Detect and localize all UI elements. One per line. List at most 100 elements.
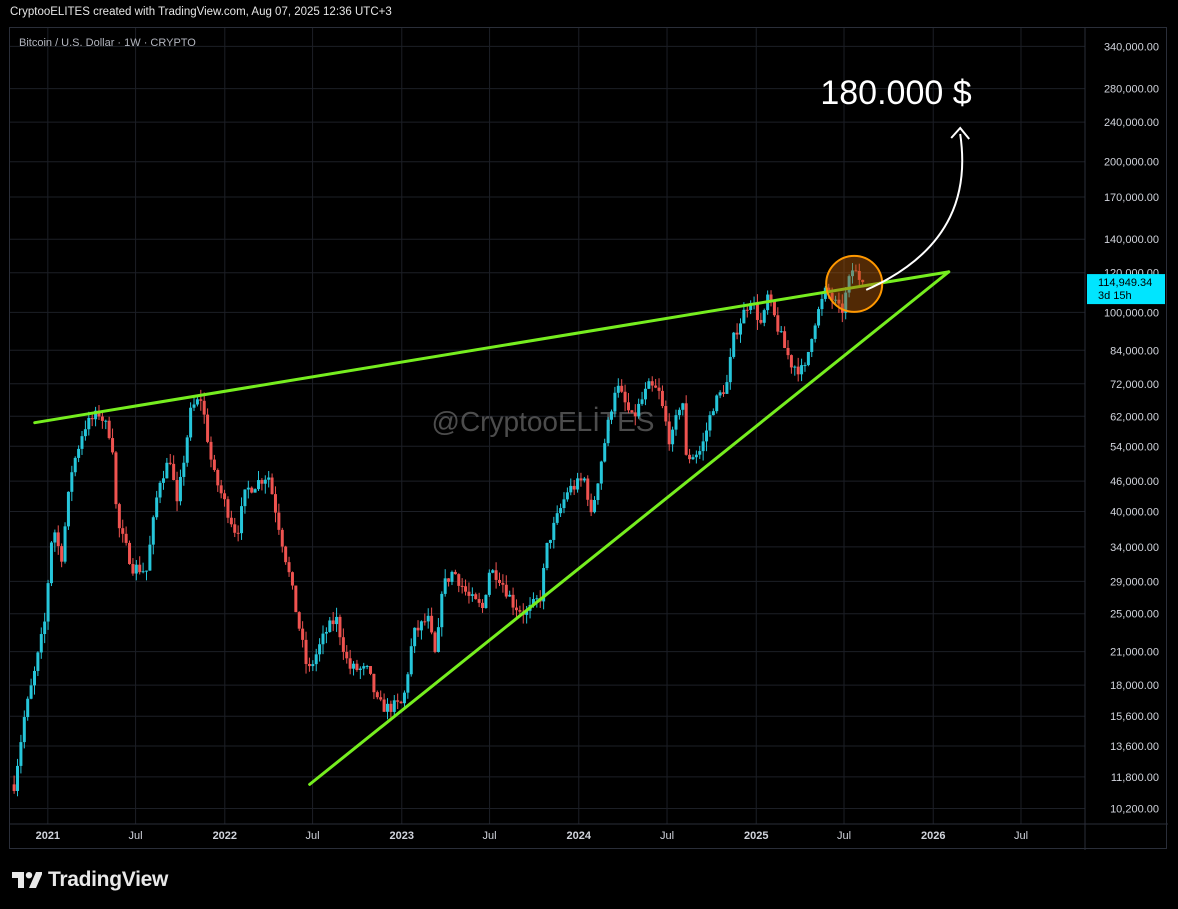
candle-body: [260, 480, 264, 484]
candle-body: [19, 742, 23, 766]
price-axis: 340,000.00 280,000.00 240,000.00 200,000.00…: [1104, 41, 1159, 815]
candle-body: [735, 332, 739, 335]
candle-body: [783, 331, 787, 348]
candle-body: [647, 381, 651, 389]
candle-body: [199, 399, 203, 401]
candle-body: [331, 620, 335, 625]
candle-body: [531, 598, 535, 605]
candle-body: [39, 634, 43, 653]
y-tick-label: 280,000.00: [1104, 84, 1159, 96]
candle-body: [246, 487, 250, 490]
candle-body: [402, 692, 406, 704]
trendline-resistance[interactable]: [33, 270, 951, 425]
candlestick-series: [12, 263, 865, 797]
candle-body: [772, 300, 776, 316]
candle-body: [582, 478, 586, 481]
candle-body: [596, 483, 600, 501]
candle-body: [124, 533, 128, 543]
x-tick-label: Jul: [306, 830, 320, 842]
candle-body: [161, 478, 165, 483]
candle-body: [345, 651, 349, 659]
candle-body: [626, 402, 630, 411]
candle-body: [440, 593, 444, 628]
chart-panel[interactable]: Bitcoin / U.S. Dollar · 1W · CRYPTO @Cry…: [9, 27, 1168, 850]
candle-body: [182, 462, 186, 477]
candle-body: [379, 697, 383, 700]
candle-body: [16, 765, 20, 791]
candle-body: [229, 517, 233, 525]
candle-body: [352, 663, 356, 669]
price-chart[interactable]: Bitcoin / U.S. Dollar · 1W · CRYPTO @Cry…: [10, 28, 1168, 850]
candle-body: [850, 270, 854, 277]
candle-body: [185, 437, 189, 463]
candle-body: [755, 303, 759, 320]
footer: TradingView: [12, 866, 168, 894]
candle-body: [77, 448, 81, 458]
candle-body: [616, 385, 620, 393]
candle-body: [304, 639, 308, 664]
candle-body: [630, 410, 634, 413]
candle-body: [586, 478, 590, 500]
y-tick-label: 170,000.00: [1104, 192, 1159, 204]
candle-body: [518, 610, 522, 612]
candle-body: [464, 586, 468, 592]
candle-body: [12, 784, 16, 791]
y-tick-label: 100,000.00: [1104, 307, 1159, 319]
candle-body: [341, 637, 345, 652]
candle-body: [328, 620, 332, 632]
candle-body: [494, 570, 498, 580]
candle-body: [372, 673, 376, 693]
candle-body: [436, 627, 440, 652]
candle-body: [216, 469, 220, 486]
grid-lines: [10, 28, 1085, 824]
candle-body: [87, 417, 91, 430]
candle-body: [60, 546, 64, 562]
candle-body: [745, 309, 749, 311]
candle-body: [732, 332, 736, 357]
candle-body: [643, 388, 647, 400]
candle-body: [776, 315, 780, 332]
candle-body: [610, 411, 614, 420]
candle-body: [613, 392, 617, 412]
x-tick-label: 2026: [921, 830, 945, 842]
candle-body: [684, 403, 688, 455]
candle-body: [369, 666, 373, 674]
candle-body: [569, 485, 573, 493]
candle-body: [769, 294, 773, 301]
candle-body: [49, 542, 53, 584]
tradingview-logo-icon: [12, 872, 42, 888]
candle-body: [810, 338, 814, 352]
candle-body: [511, 594, 515, 608]
candle-body: [131, 564, 135, 574]
candle-body: [671, 429, 675, 445]
candle-body: [691, 457, 695, 460]
candle-body: [46, 583, 50, 622]
target-arrow: [865, 133, 964, 291]
candle-body: [698, 451, 702, 455]
candle-body: [759, 319, 763, 323]
candle-body: [548, 539, 552, 543]
candle-body: [861, 279, 865, 283]
x-tick-label: Jul: [129, 830, 143, 842]
candle-body: [796, 366, 800, 375]
candle-body: [728, 356, 732, 383]
candle-body: [542, 568, 546, 602]
candle-body: [657, 387, 661, 391]
candle-body: [192, 404, 196, 408]
price-tag-background: [1087, 274, 1165, 305]
x-tick-label: Jul: [1014, 830, 1028, 842]
candle-body: [36, 652, 40, 671]
candle-body: [789, 355, 793, 368]
candle-body: [504, 584, 508, 597]
candle-body: [324, 631, 328, 634]
candle-body: [114, 452, 118, 505]
candle-body: [593, 500, 597, 513]
candle-body: [29, 685, 33, 699]
candle-body: [321, 633, 325, 645]
trendline-support[interactable]: [308, 270, 951, 786]
y-tick-label: 25,000.00: [1110, 609, 1159, 621]
x-tick-label: 2025: [744, 830, 768, 842]
candle-body: [677, 409, 681, 416]
candle-body: [195, 399, 199, 405]
x-tick-label: 2024: [567, 830, 592, 842]
